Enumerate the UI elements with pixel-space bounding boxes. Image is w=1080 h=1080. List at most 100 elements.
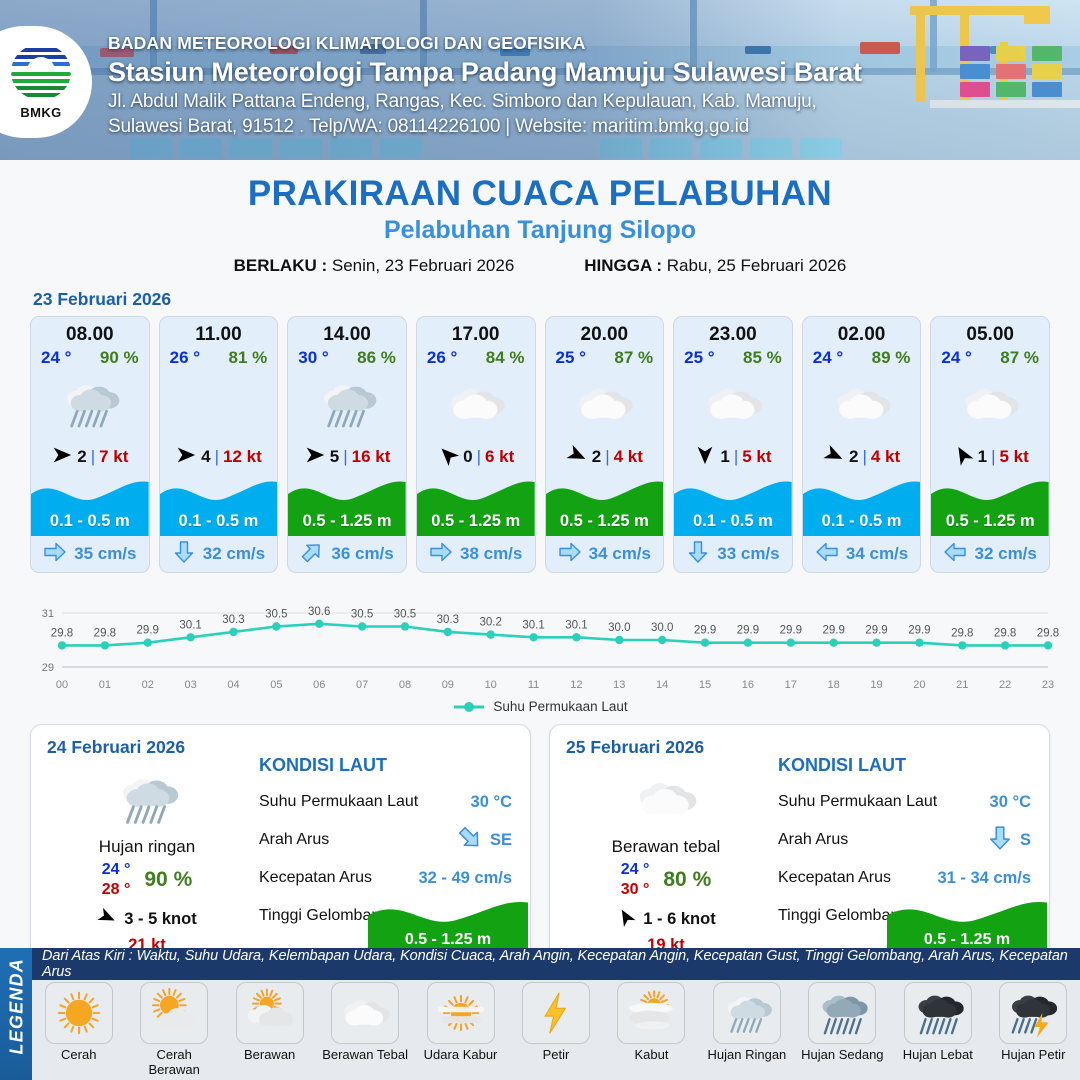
card-wave: 0.5 - 1.25 m xyxy=(288,474,406,536)
hingga-group: HINGGA : Rabu, 25 Februari 2026 xyxy=(584,256,846,276)
card-gust: 16 kt xyxy=(351,447,391,466)
svg-text:22: 22 xyxy=(999,679,1011,691)
legend-side-label: LEGENDA xyxy=(6,958,27,1055)
card-current: 32 cm/s xyxy=(931,536,1049,572)
card-temp-humidity: 30 ° 86 % xyxy=(288,347,406,368)
svg-text:30.5: 30.5 xyxy=(394,609,416,621)
svg-text:30.2: 30.2 xyxy=(480,617,502,629)
card-temperature: 26 ° xyxy=(426,348,458,367)
svg-text:07: 07 xyxy=(356,679,368,691)
forecast-card[interactable]: 08.00 24 ° 90 % 2 | 7 kt 0.1 - 0.5 m 35 cm/s xyxy=(30,316,150,573)
panel-wave: 0.5 - 1.25 m xyxy=(887,898,1047,956)
card-wind-speed: 2 xyxy=(77,447,87,466)
panel-row: Tinggi Gelombang xyxy=(778,897,1035,935)
daily-forecast-panel[interactable]: 24 Februari 2026 Hujan ringan 24 ° 28 ° 90 %… xyxy=(30,724,531,967)
card-wind: 0 | 6 kt xyxy=(417,440,535,474)
card-gust: 4 kt xyxy=(613,447,643,466)
svg-text:20: 20 xyxy=(913,679,925,691)
card-temp-humidity: 25 ° 87 % xyxy=(546,347,664,368)
card-wave: 0.1 - 0.5 m xyxy=(159,474,278,536)
svg-text:30.3: 30.3 xyxy=(222,614,244,626)
container-icon xyxy=(960,46,990,61)
forecast-card[interactable]: 17.00 26 ° 84 % 0 | 6 kt 0.5 - 1.25 m 38 cm/s xyxy=(415,316,536,573)
chart-legend-label: Suhu Permukaan Laut xyxy=(493,699,628,714)
card-current-speed: 38 cm/s xyxy=(459,544,523,563)
legend-item-caption: Cerah xyxy=(61,1047,97,1062)
forecast-card[interactable]: 05.00 24 ° 87 % 1 | 5 kt 0.5 - 1.25 m 32 cm/s xyxy=(930,316,1050,573)
card-wind-speed: 2 xyxy=(591,447,602,466)
legend-item-caption: Hujan Lebat xyxy=(902,1047,973,1062)
legend-item: Berawan Tebal xyxy=(320,982,409,1077)
svg-text:30.0: 30.0 xyxy=(608,622,630,634)
current-direction-arrow-icon xyxy=(686,540,710,569)
svg-text:17: 17 xyxy=(785,679,797,691)
panel-date: 24 Februari 2026 xyxy=(47,737,186,757)
panel-temp-min: 24 ° xyxy=(101,861,131,878)
rain-light-icon xyxy=(31,368,149,440)
card-separator: | xyxy=(90,447,96,466)
legend-item-caption: Berawan Tebal xyxy=(322,1047,408,1062)
panel-sea-title: KONDISI LAUT xyxy=(259,755,387,775)
svg-text:15: 15 xyxy=(699,679,711,691)
card-wind-speed: 1 xyxy=(720,447,730,466)
forecast-card[interactable]: 23.00 25 ° 85 % 1 | 5 kt 0.1 - 0.5 m 33 cm/s xyxy=(673,316,793,573)
panel-date: 25 Februari 2026 xyxy=(566,737,705,757)
legend-item: Hujan Sedang xyxy=(798,982,887,1077)
card-humidity: 89 % xyxy=(871,348,911,367)
legend-item: Hujan Lebat xyxy=(893,982,982,1077)
card-separator: | xyxy=(214,447,219,466)
card-temp-humidity: 24 ° 87 % xyxy=(931,347,1049,368)
card-gust: 4 kt xyxy=(870,447,901,466)
card-wave: 0.5 - 1.25 m xyxy=(416,474,535,536)
legend-item: Cerah xyxy=(34,982,123,1077)
panel-row-label: Arah Arus xyxy=(259,831,330,848)
current-direction-label: S xyxy=(1019,830,1031,849)
panel-wind: 3 - 5 knot xyxy=(47,907,247,932)
card-time: 14.00 xyxy=(323,324,371,345)
svg-text:18: 18 xyxy=(828,679,840,691)
cloudy-icon xyxy=(566,763,766,835)
svg-text:02: 02 xyxy=(142,679,154,691)
panel-row-value: SE xyxy=(457,825,512,856)
forecast-card[interactable]: 20.00 25 ° 87 % 2 | 4 kt 0.5 - 1.25 m 34 cm/s xyxy=(544,316,665,573)
panel-wave-height: 0.5 - 1.25 m xyxy=(404,931,492,948)
svg-text:30.1: 30.1 xyxy=(565,619,587,631)
address-line-2: Sulawesi Barat, 91512 . Telp/WA: 0811422… xyxy=(108,116,750,137)
forecast-card[interactable]: 11.00 26 ° 81 % 4 | 12 kt 0.1 - 0.5 m 32 cm/s xyxy=(158,316,279,573)
legend-side-title: LEGENDA xyxy=(0,948,32,1080)
card-wind: 5 | 16 kt xyxy=(288,440,406,474)
wind-direction-arrow-icon xyxy=(437,444,460,471)
rain-heavy-icon xyxy=(903,982,972,1044)
svg-text:06: 06 xyxy=(313,679,325,691)
agency-name: BADAN METEOROLOGI KLIMATOLOGI DAN GEOFIS… xyxy=(108,33,586,53)
daily-forecast-panel[interactable]: 25 Februari 2026 Berawan tebal 24 ° 30 ° 80 … xyxy=(549,724,1050,967)
wind-direction-arrow-icon xyxy=(51,444,73,471)
card-gust: 12 kt xyxy=(223,447,262,466)
card-wave-height: 0.1 - 0.5 m xyxy=(821,512,902,530)
svg-text:30.0: 30.0 xyxy=(651,622,673,634)
card-separator: | xyxy=(343,447,348,466)
forecast-card[interactable]: 14.00 30 ° 86 % 5 | 16 kt 0.5 - 1.25 m 36 cm/s xyxy=(287,316,407,573)
wind-direction-arrow-icon xyxy=(566,444,588,471)
legend-item: Berawan xyxy=(225,982,314,1077)
svg-text:23: 23 xyxy=(1042,679,1054,691)
panel-row-label: Suhu Permukaan Laut xyxy=(259,793,419,810)
panel-row-value: S xyxy=(987,825,1031,856)
panel-temps: 24 ° 28 ° 90 % xyxy=(47,860,247,900)
panel-row: Arah Arus S xyxy=(778,821,1035,859)
panel-temp-range: 24 ° 28 ° xyxy=(102,860,131,900)
forecast-card[interactable]: 02.00 24 ° 89 % 2 | 4 kt 0.1 - 0.5 m 34 cm/s xyxy=(801,316,922,573)
current-direction-arrow-icon xyxy=(558,540,582,569)
boat-icon xyxy=(500,48,530,56)
card-time: 02.00 xyxy=(837,324,886,345)
card-humidity: 84 % xyxy=(485,348,525,367)
container-icon xyxy=(1032,82,1062,97)
panel-sea-title: KONDISI LAUT xyxy=(778,755,906,775)
svg-text:29.8: 29.8 xyxy=(51,627,73,639)
current-direction-arrow-icon xyxy=(172,540,196,569)
card-time: 23.00 xyxy=(709,324,757,345)
wind-direction-arrow-icon xyxy=(304,444,326,471)
card-wave: 0.1 - 0.5 m xyxy=(674,474,792,536)
station-name: Stasiun Meteorologi Tampa Padang Mamuju … xyxy=(108,57,862,87)
legend-item: Petir xyxy=(511,982,600,1077)
